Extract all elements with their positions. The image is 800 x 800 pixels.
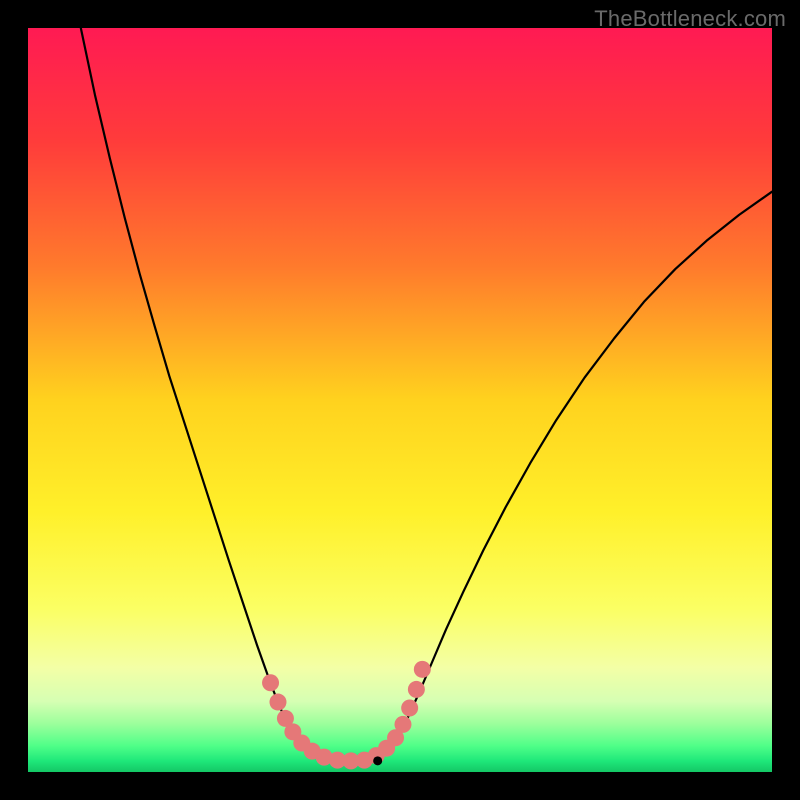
- highlight-marker: [408, 681, 425, 698]
- highlight-marker: [269, 694, 286, 711]
- optimal-point-dot: [373, 756, 382, 765]
- plot-area: [28, 28, 772, 772]
- chart-outer-frame: [0, 0, 800, 800]
- highlight-marker: [414, 661, 431, 678]
- bottleneck-curve: [28, 28, 772, 772]
- highlight-marker: [262, 674, 279, 691]
- highlight-marker: [401, 700, 418, 717]
- watermark-text: TheBottleneck.com: [594, 6, 786, 32]
- highlight-marker: [394, 716, 411, 733]
